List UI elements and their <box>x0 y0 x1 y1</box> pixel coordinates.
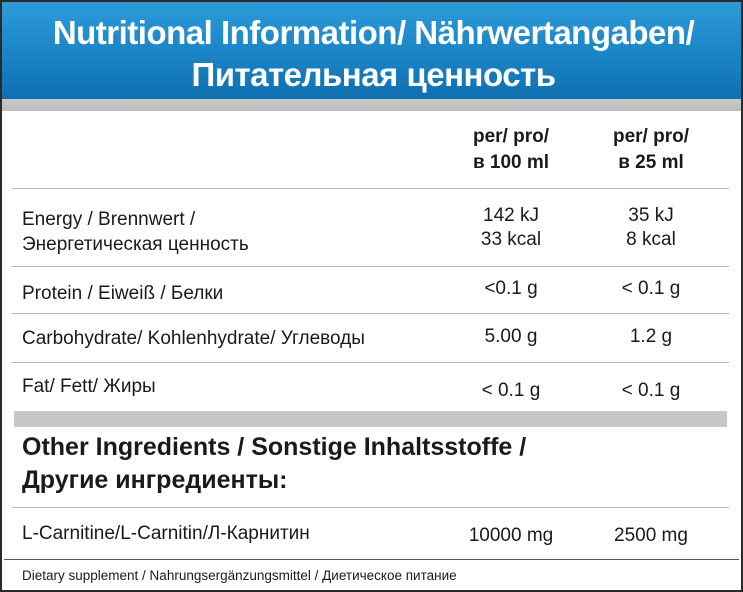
carnitine-per100: 10000 mg <box>468 525 554 546</box>
footer-separator <box>4 559 739 560</box>
header-title-line2: Питательная ценность <box>191 56 556 93</box>
energy-per100-kj: 142 kJ <box>483 205 539 226</box>
fat-per25: < 0.1 g <box>621 380 681 401</box>
protein-per100: <0.1 g <box>484 278 538 299</box>
carnitine-per25: 2500 mg <box>614 525 688 546</box>
column-header-per25-line1: per/ pro/ <box>612 126 689 147</box>
carbohydrate-per25: 1.2 g <box>629 326 673 347</box>
energy-per100-kcal: 33 kcal <box>480 229 542 250</box>
header-title-line1: Nutritional Information/ Nährwertangaben… <box>52 14 695 51</box>
row-separator <box>12 362 729 363</box>
column-header-per100-line2: в 100 ml <box>472 152 550 173</box>
header-divider <box>2 99 741 111</box>
label-header: Nutritional Information/ Nährwertangaben… <box>2 2 741 99</box>
other-ingredients-title-line1: Other Ingredients / Sonstige Inhaltsstof… <box>22 433 527 461</box>
carbohydrate-per100: 5.00 g <box>484 326 538 347</box>
row-separator <box>12 313 729 314</box>
row-separator <box>12 266 729 267</box>
protein-per25: < 0.1 g <box>621 278 681 299</box>
fat-label: Fat/ Fett/ Жиры <box>22 376 156 397</box>
section-divider <box>14 411 727 427</box>
energy-label-line1: Energy / Brennwert / <box>22 209 196 230</box>
protein-label: Protein / Eiweiß / Белки <box>22 283 224 304</box>
footer-note: Dietary supplement / Nahrungsergänzungsm… <box>22 568 457 583</box>
energy-label-line2: Энергетическая ценность <box>22 234 249 255</box>
row-separator <box>12 507 729 508</box>
fat-per100: < 0.1 g <box>481 380 541 401</box>
energy-per25-kj: 35 kJ <box>628 205 674 226</box>
carnitine-label: L-Carnitine/L-Carnitin/Л-Карнитин <box>22 523 310 544</box>
carbohydrate-label: Carbohydrate/ Kohlenhydrate/ Углеводы <box>22 328 365 349</box>
row-separator <box>12 188 729 189</box>
column-header-per25-line2: в 25 ml <box>618 152 684 173</box>
column-header-per100-line1: per/ pro/ <box>472 126 549 147</box>
energy-per25-kcal: 8 kcal <box>626 229 676 250</box>
other-ingredients-title-line2: Другие ингредиенты: <box>22 466 288 494</box>
